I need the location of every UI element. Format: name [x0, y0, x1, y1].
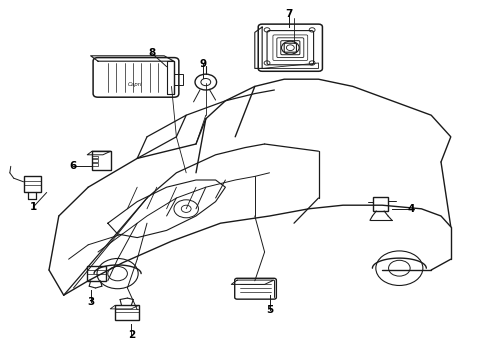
Text: 2: 2 — [128, 330, 135, 340]
Bar — [92, 156, 98, 158]
FancyBboxPatch shape — [281, 41, 300, 55]
Text: 5: 5 — [266, 305, 273, 315]
Text: 7: 7 — [285, 9, 293, 19]
Text: 8: 8 — [148, 48, 155, 58]
Bar — [92, 159, 98, 162]
Bar — [174, 74, 183, 85]
Bar — [92, 151, 111, 170]
Text: 9: 9 — [200, 59, 207, 69]
Bar — [115, 305, 139, 320]
Bar — [24, 176, 41, 192]
FancyBboxPatch shape — [273, 35, 308, 60]
FancyBboxPatch shape — [235, 278, 276, 299]
Text: 3: 3 — [87, 297, 94, 307]
Text: 1: 1 — [30, 202, 37, 212]
FancyBboxPatch shape — [267, 31, 314, 65]
Text: Capri: Capri — [127, 82, 142, 87]
FancyBboxPatch shape — [277, 38, 304, 58]
Bar — [87, 266, 106, 281]
Text: 4: 4 — [408, 204, 416, 214]
Text: 6: 6 — [69, 161, 76, 171]
FancyBboxPatch shape — [258, 24, 322, 71]
FancyBboxPatch shape — [284, 43, 296, 52]
Bar — [92, 163, 98, 166]
FancyBboxPatch shape — [93, 58, 179, 97]
Bar — [373, 197, 388, 211]
